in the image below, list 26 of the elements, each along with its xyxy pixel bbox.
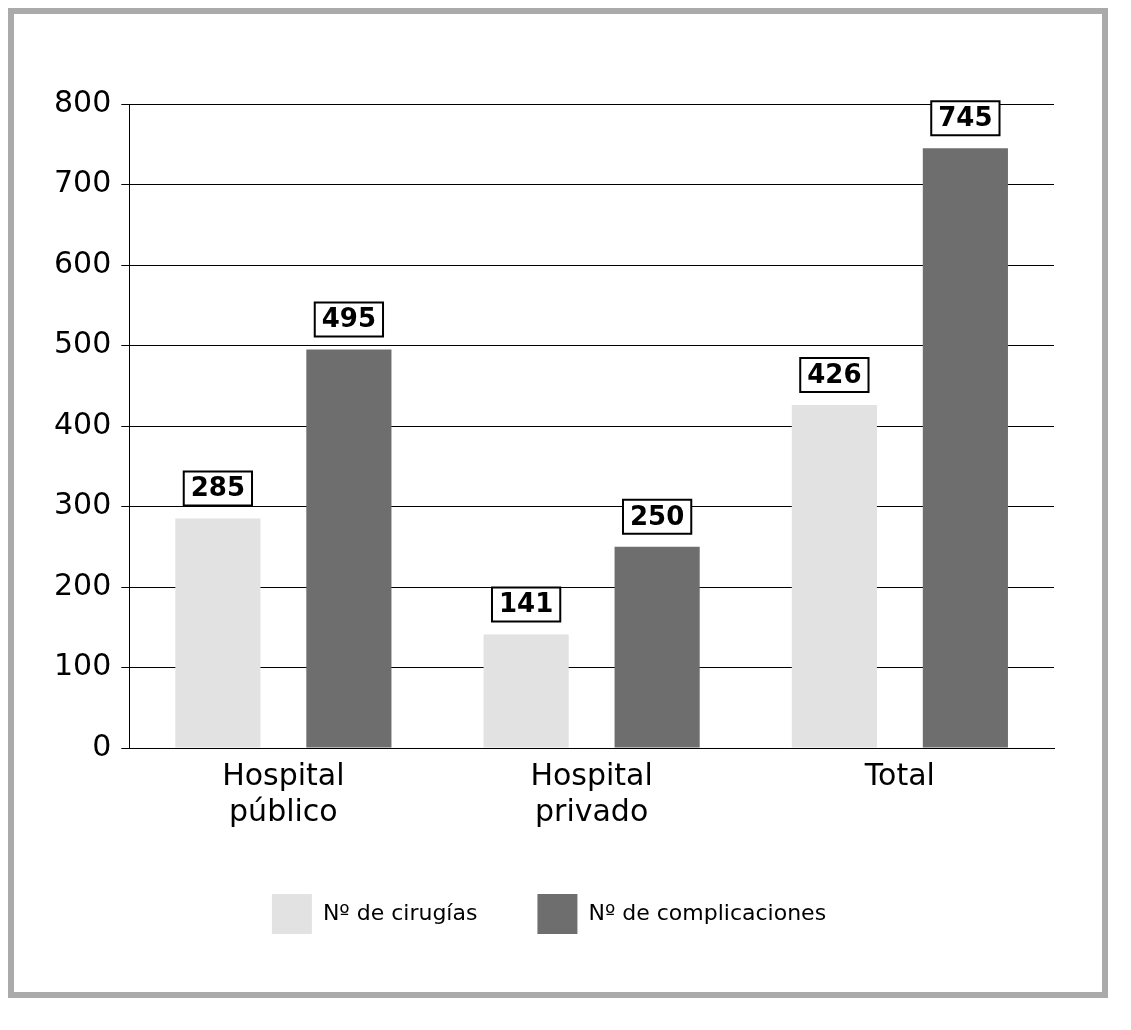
legend-label: Nº de cirugías	[322, 899, 478, 925]
x-tick-label: Hospital privado	[530, 756, 653, 828]
bar	[483, 634, 569, 748]
y-tick-label: 300	[54, 486, 112, 522]
y-tick-label: 0	[92, 727, 112, 763]
data-label: 285	[190, 472, 246, 503]
y-tick-label: 600	[54, 244, 112, 280]
x-tick-label: Hospital público	[222, 756, 345, 828]
y-tick-label: 800	[54, 83, 112, 119]
y-tick-label: 500	[54, 325, 112, 361]
bar	[614, 546, 700, 748]
data-label: 495	[321, 303, 377, 334]
data-label: 250	[629, 500, 685, 531]
bar	[306, 349, 392, 748]
y-tick-label: 700	[54, 164, 112, 200]
data-label: 745	[938, 102, 993, 133]
bar	[791, 405, 877, 748]
y-tick-label: 200	[54, 566, 112, 602]
bar	[922, 148, 1008, 748]
data-label: 426	[807, 358, 862, 389]
y-tick-label: 400	[54, 405, 112, 441]
x-tick-label: Total	[863, 756, 935, 792]
y-tick-label: 100	[54, 647, 112, 683]
bar	[175, 518, 261, 748]
data-label: 141	[498, 588, 554, 619]
legend-label: Nº de complicaciones	[588, 899, 827, 925]
